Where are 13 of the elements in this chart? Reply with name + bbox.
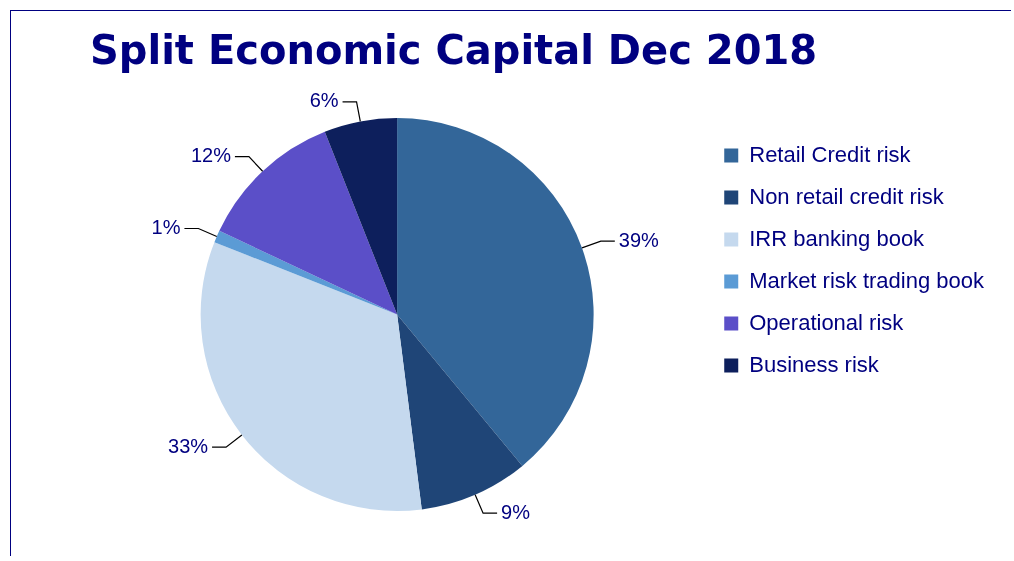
data-label: 39% [618, 228, 660, 251]
legend-label: IRR banking book [749, 225, 926, 251]
data-label: 6% [309, 89, 339, 112]
legend-label: Non retail credit risk [749, 183, 945, 209]
data-label: 33% [168, 434, 209, 457]
legend-label: Market risk trading book [749, 267, 985, 293]
data-label: 9% [501, 500, 531, 523]
legend-label: Retail Credit risk [749, 141, 912, 167]
legend-label: Operational risk [749, 309, 905, 335]
chart-title: Split Economic Capital Dec 2018 [90, 27, 818, 74]
data-label: 12% [190, 144, 232, 167]
legend-label: Business risk [749, 351, 880, 377]
data-label: 1% [151, 216, 181, 239]
